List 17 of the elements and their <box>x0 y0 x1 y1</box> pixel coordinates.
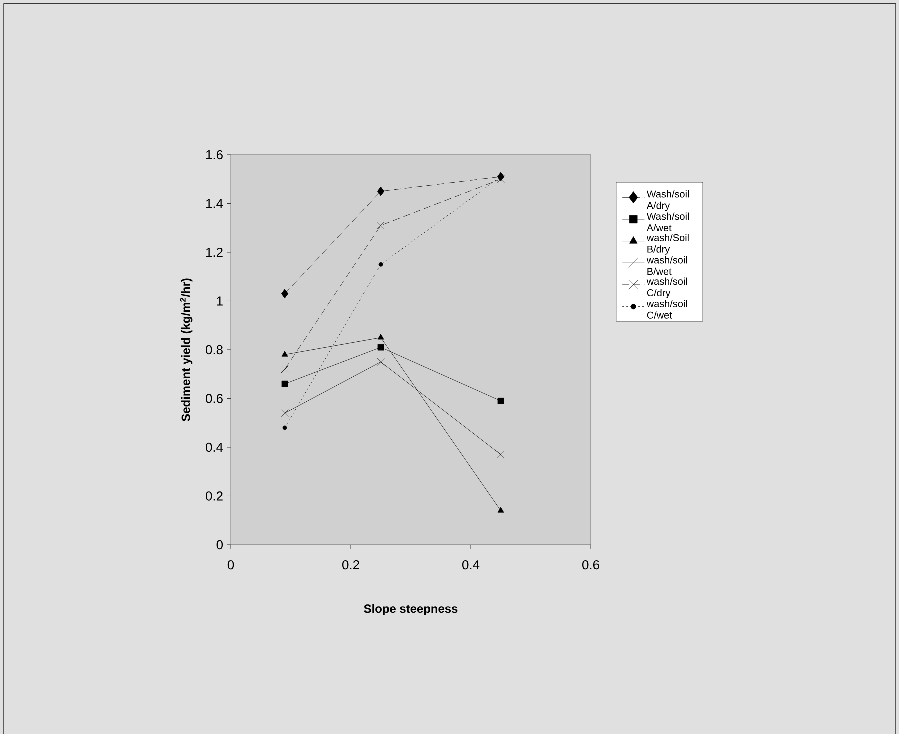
x-axis-title: Slope steepness <box>364 604 458 616</box>
y-tick-label: 1.2 <box>206 248 223 258</box>
y-tick-label: 0.6 <box>206 394 223 404</box>
x-tick-label: 0.6 <box>582 560 600 570</box>
y-tick-label: 0.4 <box>206 442 224 452</box>
y-tick-label: 0.2 <box>206 492 223 501</box>
legend-label: wash/soil C/wet <box>646 300 688 319</box>
y-tick-label: 1 <box>217 296 223 306</box>
y-tick-label: 0.8 <box>206 345 223 355</box>
legend-label: Wash/soil A/dry <box>646 190 690 212</box>
x-tick-label: 0 <box>228 560 234 570</box>
y-tick-label: 1.6 <box>206 150 223 160</box>
y-axis-title: Sediment yield (kg/m$^{2}$/hr) <box>180 278 193 422</box>
y-tick-label: 0 <box>216 540 224 550</box>
y-tick-label: 1.4 <box>206 199 224 208</box>
x-tick-label: 0.2 <box>342 560 360 570</box>
x-tick-label: 0.4 <box>462 560 480 570</box>
